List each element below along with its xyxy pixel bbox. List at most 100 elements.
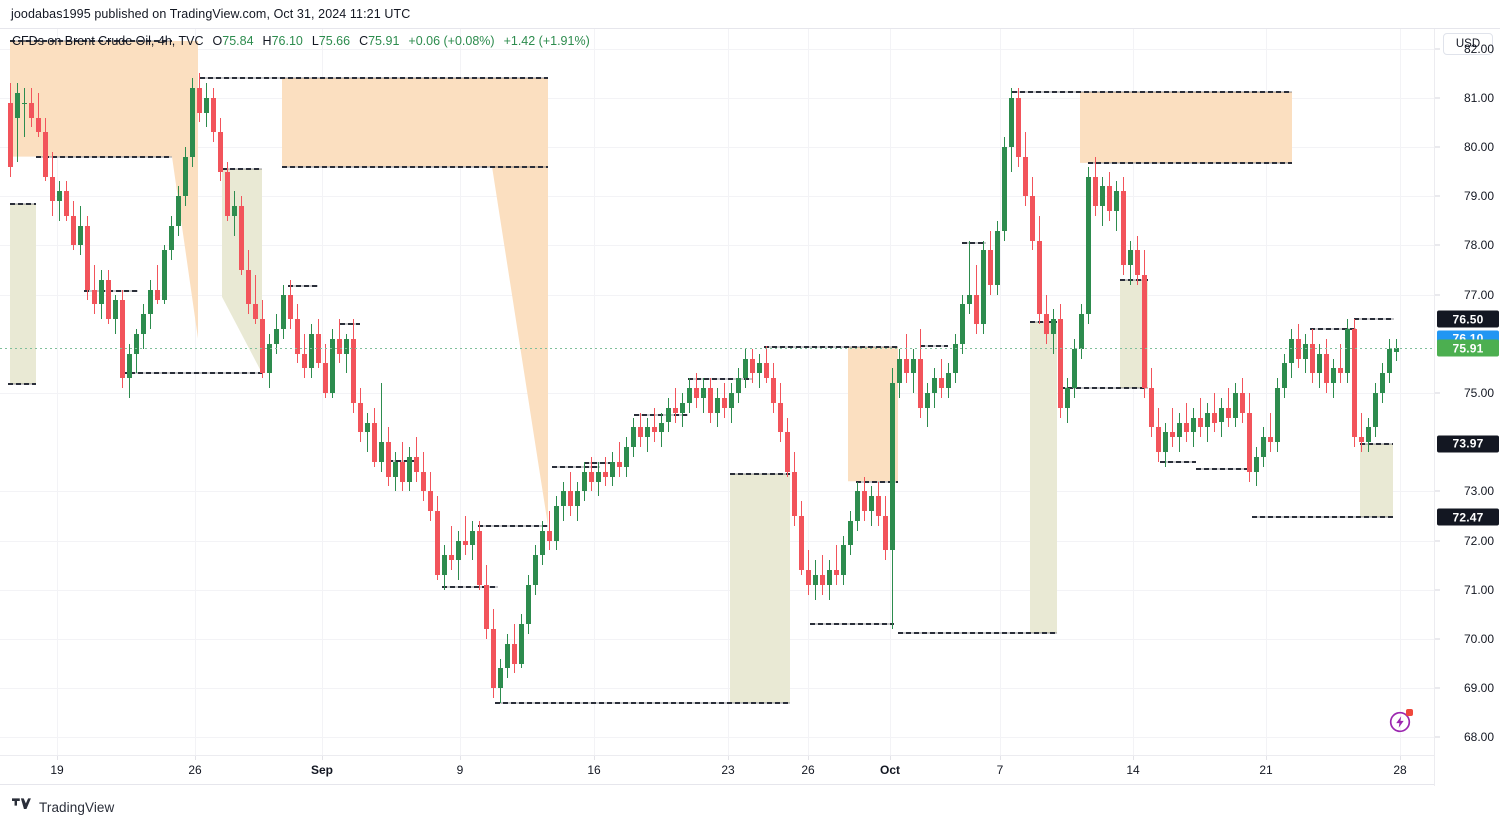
candlestick xyxy=(1261,427,1266,467)
candle-body xyxy=(792,471,797,516)
candle-body xyxy=(771,378,776,403)
candle-body xyxy=(813,574,818,585)
candle-body xyxy=(407,456,412,482)
candle-body xyxy=(512,643,517,664)
candle-body xyxy=(1002,147,1007,231)
time-tick-mark xyxy=(1000,756,1001,760)
candlestick xyxy=(1296,324,1301,369)
candlestick xyxy=(134,329,139,374)
tradingview-brand-label: TradingView xyxy=(39,799,115,815)
candle-body xyxy=(883,515,888,551)
candlestick xyxy=(771,363,776,413)
candle-body xyxy=(1289,338,1294,364)
price-tick-label: 75.00 xyxy=(1463,386,1494,400)
price-tick-label: 73.00 xyxy=(1463,484,1494,499)
candle-body xyxy=(687,388,692,403)
candlestick xyxy=(1170,407,1175,448)
candlestick xyxy=(925,383,930,428)
time-tick-mark xyxy=(57,756,58,760)
candlestick xyxy=(36,92,41,138)
candlestick xyxy=(1198,397,1203,438)
candlestick xyxy=(1121,176,1126,275)
candle-body xyxy=(1163,432,1168,452)
candlestick xyxy=(1156,407,1161,462)
price-tick-label: 71.00 xyxy=(1463,582,1494,597)
candle-body xyxy=(134,333,139,354)
price-scale[interactable]: USD 82.00 81.00 80.00 79.00 78.00 77.00 75.00 7… xyxy=(1434,29,1500,786)
price-tick-mark xyxy=(1435,638,1440,640)
candle-body xyxy=(71,215,76,246)
candlestick xyxy=(617,442,622,477)
candle-body xyxy=(1100,186,1105,207)
candlestick xyxy=(1219,397,1224,438)
chart-legend[interactable]: CFDs on Brent Crude Oil, 4h, TVC O75.84 … xyxy=(12,34,599,48)
candlestick xyxy=(211,88,216,143)
candlestick xyxy=(274,314,279,354)
currency-button[interactable]: USD xyxy=(1443,33,1493,55)
candle-body xyxy=(477,530,482,585)
time-scale[interactable]: 19 26 Sep 9 16 23 26 Oct 7 14 21 28 xyxy=(0,755,1434,784)
candlestick xyxy=(603,456,608,487)
candlestick xyxy=(1331,358,1336,398)
candle-body xyxy=(1128,250,1133,266)
candle-body xyxy=(1093,176,1098,207)
grid-line-horizontal xyxy=(0,48,1434,50)
candle-body xyxy=(1387,348,1392,374)
candle-body xyxy=(491,629,496,689)
candlestick xyxy=(526,575,531,635)
candlestick xyxy=(442,545,447,590)
candlestick xyxy=(1324,338,1329,393)
candlestick xyxy=(1240,378,1245,423)
candle-wick xyxy=(17,83,18,162)
candlestick xyxy=(750,348,755,384)
price-badge-level[interactable]: 72.47 xyxy=(1437,508,1499,526)
price-tick-mark xyxy=(1435,540,1440,542)
candlestick xyxy=(631,417,636,457)
candle-body xyxy=(449,555,454,561)
candlestick xyxy=(64,181,69,221)
candle-body xyxy=(274,329,279,344)
candle-body xyxy=(666,407,671,423)
candle-body xyxy=(540,530,545,556)
candle-body xyxy=(904,358,909,374)
price-badge-level[interactable]: 73.97 xyxy=(1437,435,1499,453)
candle-wick xyxy=(654,407,655,443)
price-tick-label: 70.00 xyxy=(1463,631,1494,646)
candle-body xyxy=(1366,427,1371,443)
candle-body xyxy=(778,402,783,433)
candlestick xyxy=(190,78,195,167)
candle-body xyxy=(281,294,286,330)
lightning-bolt-icon[interactable] xyxy=(1388,709,1413,734)
time-tick-label: 21 xyxy=(1259,763,1273,777)
candle-wick xyxy=(675,388,676,423)
support-resistance-level xyxy=(282,165,548,168)
candle-body xyxy=(1261,437,1266,457)
support-resistance-level xyxy=(222,168,262,171)
publish-text: joodabas1995 published on TradingView.co… xyxy=(11,7,411,21)
grid-line-vertical xyxy=(322,29,323,757)
candlestick xyxy=(435,496,440,580)
price-badge-level[interactable]: 76.50 xyxy=(1437,310,1499,328)
candle-body xyxy=(176,196,181,226)
candlestick xyxy=(967,240,972,315)
candle-body xyxy=(1282,363,1287,389)
price-badge-last[interactable]: 75.91 xyxy=(1437,339,1499,357)
price-tick-mark xyxy=(1435,687,1440,689)
legend-symbol[interactable]: CFDs on Brent Crude Oil, 4h, TVC xyxy=(12,34,204,48)
support-resistance-level xyxy=(920,345,948,348)
candlestick xyxy=(960,294,965,354)
price-plot-area[interactable] xyxy=(0,29,1434,757)
candlestick xyxy=(407,447,412,492)
candle-body xyxy=(1065,388,1070,408)
candle-body xyxy=(918,358,923,408)
candlestick xyxy=(29,88,34,128)
candlestick xyxy=(43,117,48,182)
price-tick-label: 81.00 xyxy=(1463,90,1494,105)
candlestick xyxy=(22,88,27,138)
candlestick xyxy=(50,151,55,216)
candlestick xyxy=(281,284,286,339)
candle-body xyxy=(22,102,27,104)
candle-body xyxy=(1268,437,1273,443)
candle-body xyxy=(428,491,433,512)
candle-body xyxy=(29,102,34,118)
